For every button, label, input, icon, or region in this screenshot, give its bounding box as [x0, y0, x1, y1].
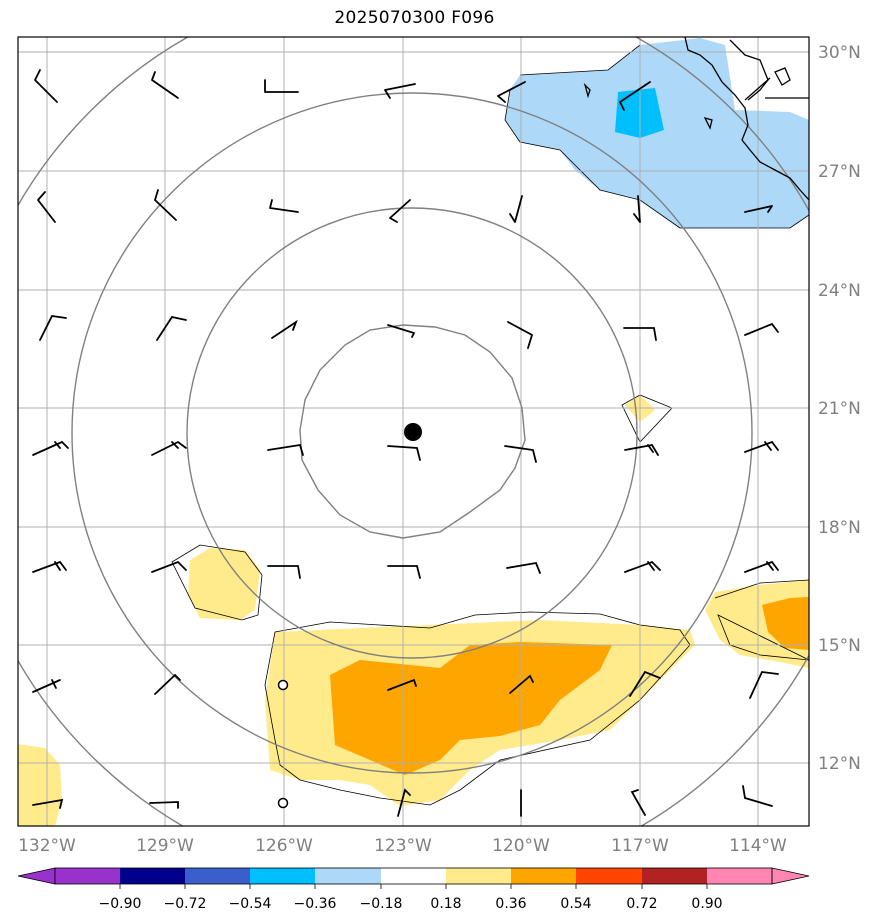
colorbar-label: 0.72 — [626, 896, 657, 912]
longitude-labels: 132°W 129°W 126°W 123°W 120°W 117°W 114°… — [18, 836, 787, 856]
colorbar-bin — [250, 868, 315, 884]
colorbar-label: −0.36 — [294, 896, 337, 912]
lat-label: 15°N — [818, 636, 861, 656]
positive-anomaly-region-south — [264, 611, 695, 806]
colorbar-label: 0.54 — [560, 896, 591, 912]
colorbar-label: −0.54 — [229, 896, 272, 912]
lon-label: 114°W — [729, 836, 787, 856]
colorbar-bin — [120, 868, 185, 884]
colorbar-label: −0.18 — [360, 896, 403, 912]
lat-label: 27°N — [818, 162, 861, 182]
colorbar: −0.90 −0.72 −0.54 −0.36 −0.18 0.18 0.36 … — [17, 867, 810, 912]
colorbar-label: 0.18 — [430, 896, 461, 912]
coastline — [583, 37, 809, 201]
positive-anomaly-region-southwest — [18, 744, 62, 826]
colorbar-bin — [576, 868, 642, 884]
colorbar-extend-low — [17, 867, 56, 885]
colorbar-bin — [381, 868, 446, 884]
colorbar-bin — [315, 868, 381, 884]
lat-label: 18°N — [818, 518, 861, 538]
colorbar-bin — [185, 868, 250, 884]
lat-label: 21°N — [818, 399, 861, 419]
colorbar-bin — [55, 868, 120, 884]
wind-barbs — [32, 69, 779, 817]
colorbar-label: 0.90 — [691, 896, 722, 912]
colorbar-extend-high — [771, 867, 810, 885]
lon-label: 129°W — [136, 836, 194, 856]
colorbar-bin — [511, 868, 576, 884]
map-frame — [17, 36, 810, 827]
calm-circles — [277, 679, 289, 809]
positive-anomaly-region-east — [705, 579, 809, 668]
lat-label: 24°N — [818, 281, 861, 301]
storm-center-marker — [404, 423, 422, 441]
lon-label: 120°W — [492, 836, 550, 856]
colorbar-bin — [642, 868, 707, 884]
latitude-labels: 30°N 27°N 24°N 21°N 18°N 15°N 12°N — [818, 43, 861, 774]
colorbar-label: 0.36 — [495, 896, 526, 912]
positive-anomaly-region-west — [171, 544, 263, 621]
colorbar-bin — [446, 868, 511, 884]
lon-label: 126°W — [255, 836, 313, 856]
lon-label: 117°W — [611, 836, 669, 856]
gridlines — [18, 37, 809, 826]
colorbar-bin — [707, 868, 772, 884]
map-area — [18, 37, 809, 826]
lat-label: 12°N — [818, 754, 861, 774]
map-title: 2025070300 F096 — [334, 8, 495, 28]
lat-label: 30°N — [818, 43, 861, 63]
lon-label: 123°W — [374, 836, 432, 856]
lon-label: 132°W — [18, 836, 76, 856]
colorbar-label: −0.72 — [164, 896, 207, 912]
colorbar-label: −0.90 — [99, 896, 142, 912]
distance-rings — [18, 37, 809, 826]
